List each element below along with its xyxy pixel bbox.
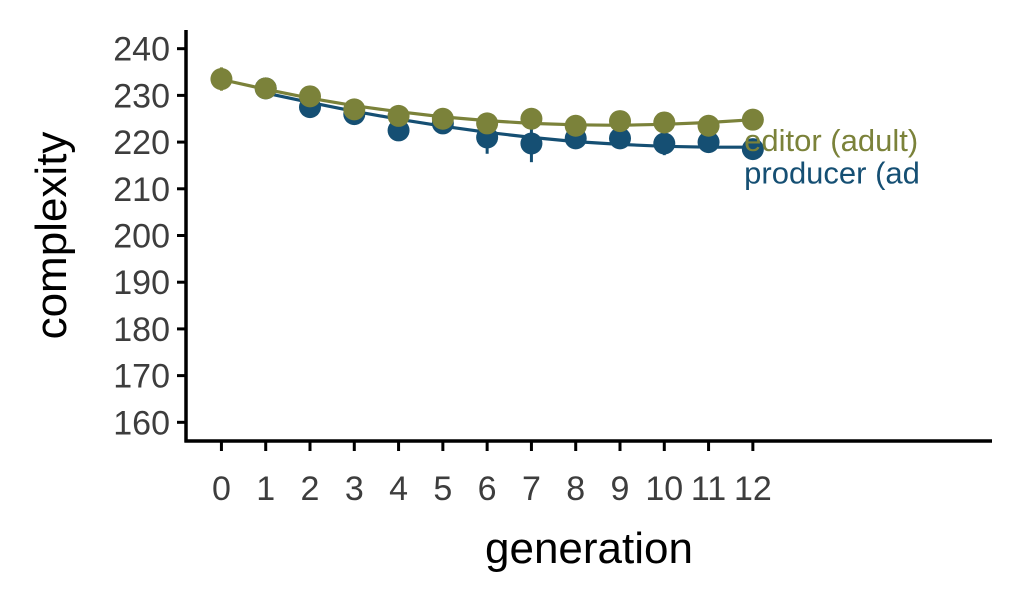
- x-tick-label: 7: [522, 470, 541, 508]
- x-tick-label: 4: [389, 470, 408, 508]
- y-tick-label: 230: [113, 77, 170, 115]
- data-point: [741, 138, 764, 161]
- data-point: [387, 104, 410, 127]
- y-tick-label: 170: [113, 358, 170, 396]
- series-layer: [210, 67, 764, 163]
- data-point: [431, 107, 454, 130]
- x-tick-label: 8: [566, 470, 585, 508]
- y-tick-label: 210: [113, 171, 170, 209]
- x-tick-label: 9: [611, 470, 630, 508]
- x-tick-label: 10: [645, 470, 683, 508]
- series-direct-label: editor (adult): [744, 123, 918, 158]
- y-tick-label: 220: [113, 124, 170, 162]
- y-tick-label: 240: [113, 31, 170, 69]
- x-tick-label: 6: [478, 470, 497, 508]
- data-point: [343, 98, 366, 121]
- data-point: [653, 132, 676, 155]
- y-tick-label: 180: [113, 311, 170, 349]
- data-point: [564, 114, 587, 137]
- y-tick-label: 200: [113, 218, 170, 256]
- x-tick-label: 11: [691, 470, 726, 508]
- series-editor-adult-: [210, 67, 764, 137]
- data-point: [697, 131, 720, 154]
- y-tick-label: 190: [113, 264, 170, 302]
- y-axis-title: complexity: [27, 132, 76, 340]
- data-point: [697, 114, 720, 137]
- series-direct-label: producer (ad: [744, 155, 920, 190]
- series-producer-adult-: [254, 77, 764, 163]
- data-point: [254, 77, 277, 100]
- x-tick-label: 2: [301, 470, 320, 508]
- data-point: [476, 112, 499, 135]
- x-axis-ticks: 0 1 2 3 4 5 6 7 8 9 10 11 12: [212, 441, 772, 508]
- trend-line: [265, 91, 753, 149]
- x-tick-label: 5: [433, 470, 452, 508]
- data-point: [609, 110, 631, 133]
- x-tick-label: 0: [212, 470, 231, 508]
- y-tick-label: 160: [113, 404, 170, 442]
- data-point: [210, 68, 233, 91]
- data-point: [299, 85, 321, 108]
- x-tick-label: 1: [256, 470, 275, 508]
- y-axis-ticks: 160 170 180 190 200 210 220 230 240: [113, 31, 186, 442]
- data-point: [609, 127, 631, 150]
- data-point: [741, 108, 764, 131]
- data-point: [653, 111, 676, 134]
- data-point: [520, 107, 543, 130]
- x-axis-title: generation: [485, 524, 693, 573]
- x-tick-label: 12: [734, 470, 772, 508]
- data-point: [520, 132, 543, 155]
- x-tick-label: 3: [345, 470, 364, 508]
- series-label-layer: editor (adult)producer (ad: [744, 123, 920, 191]
